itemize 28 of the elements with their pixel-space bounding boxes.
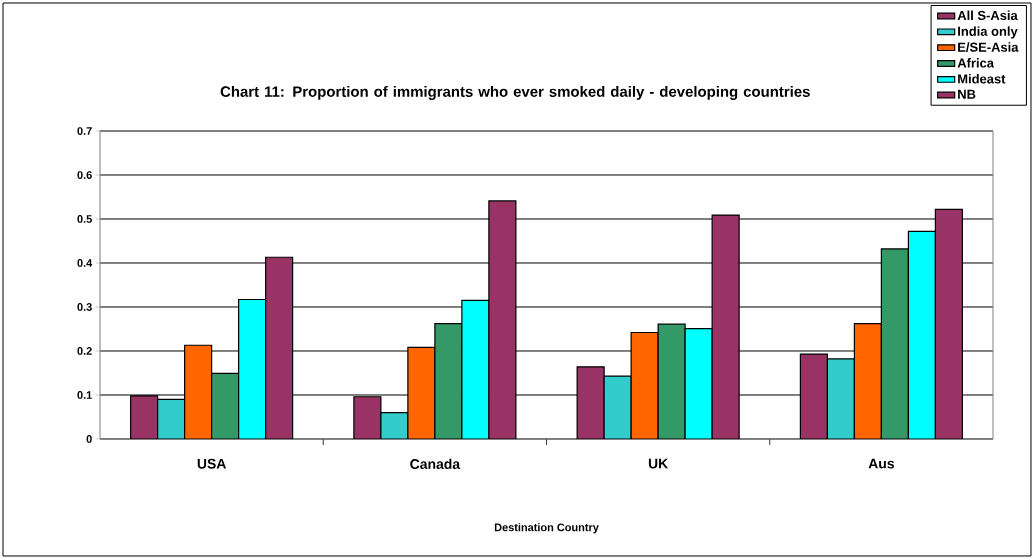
y-tick-label: 0.2 <box>77 347 92 355</box>
legend-label: Africa <box>957 58 995 68</box>
y-tick-label: 0.4 <box>77 259 93 267</box>
x-tick-label: Canada <box>410 458 461 469</box>
x-tick-label: Aus <box>868 458 894 469</box>
y-tick-label: 0.6 <box>77 171 92 179</box>
y-tick-label: 0 <box>86 435 92 443</box>
bar <box>684 327 713 439</box>
bar <box>799 353 828 439</box>
bar <box>353 396 382 439</box>
y-tick-label: 0.1 <box>77 391 92 399</box>
x-axis-title: Destination Country <box>494 523 599 534</box>
bar <box>576 366 605 439</box>
bar <box>130 395 159 439</box>
legend-label: NB <box>958 89 976 99</box>
legend-label: E/SE-Asia <box>958 42 1019 52</box>
legend-label: India only <box>958 26 1018 39</box>
bar <box>461 299 490 439</box>
x-tick-label: UK <box>648 458 669 469</box>
y-tick-label: 0.7 <box>77 127 92 135</box>
bar <box>907 230 936 439</box>
y-tick-label: 0.5 <box>77 215 92 223</box>
legend-label: Mideast <box>958 73 1006 84</box>
legend-label: All S-Asia <box>957 10 1018 21</box>
chart-title: Chart 11: Proportion of immigrants who ever smoked daily - developing countries <box>220 85 810 100</box>
x-tick-label: USA <box>197 458 226 469</box>
bar <box>238 298 267 439</box>
y-tick-label: 0.3 <box>77 303 92 311</box>
